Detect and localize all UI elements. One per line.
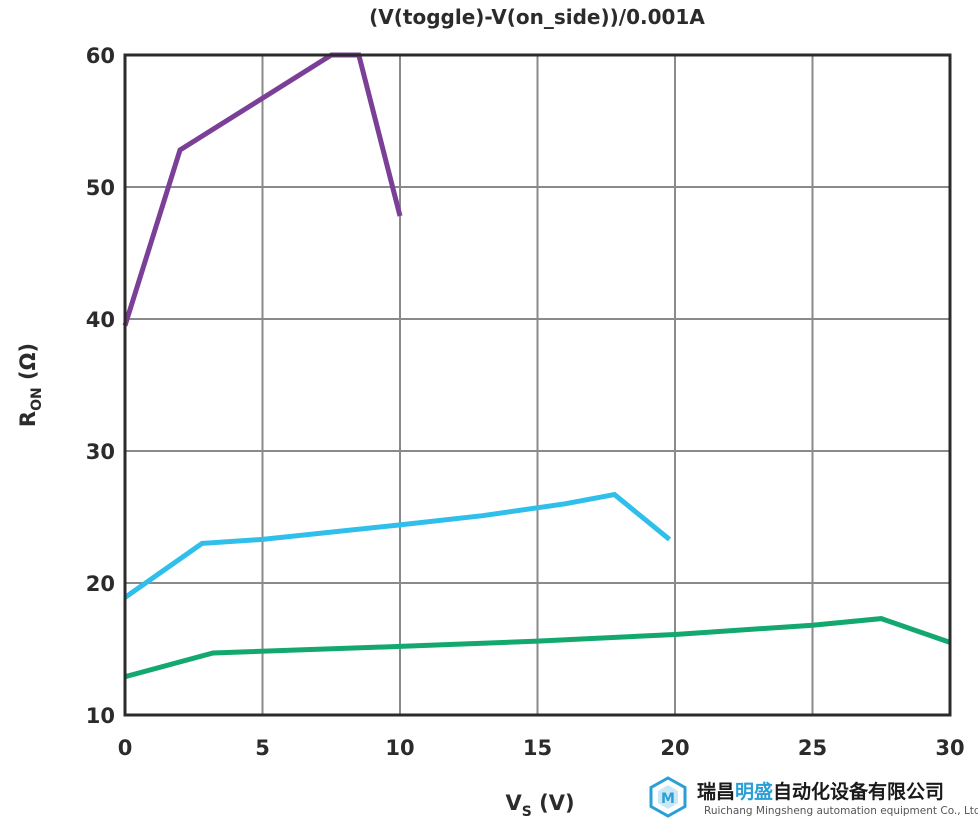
x-tick-label: 10 (385, 736, 414, 760)
y-axis-label: RON (Ω) (16, 343, 45, 427)
chart-title: (V(toggle)-V(on_side))/0.001A (369, 5, 705, 29)
x-tick-label: 20 (660, 736, 689, 760)
watermark: M 瑞昌明盛自动化设备有限公司 Ruichang Mingsheng autom… (649, 776, 978, 818)
series-line-2 (123, 491, 672, 600)
grid (125, 55, 950, 715)
plot-frame (123, 53, 952, 717)
x-tick-label: 15 (523, 736, 552, 760)
y-tick-labels: 10 20 30 40 50 60 (86, 44, 115, 728)
x-tick-labels: 0 5 10 15 20 25 30 (118, 736, 965, 760)
x-tick-label: 5 (255, 736, 270, 760)
x-axis-label: VS (V) (505, 791, 574, 820)
x-tick-label: 30 (935, 736, 964, 760)
company-logo-icon: M (649, 776, 687, 818)
y-tick-label: 10 (86, 704, 115, 728)
y-tick-label: 60 (86, 44, 115, 68)
y-tick-label: 50 (86, 176, 115, 200)
y-tick-label: 40 (86, 308, 115, 332)
watermark-company-en: Ruichang Mingsheng automation equipment … (704, 805, 978, 817)
watermark-company-cn: 瑞昌明盛自动化设备有限公司 (697, 780, 944, 803)
svg-text:M: M (661, 791, 675, 807)
series-line-3 (124, 616, 951, 680)
y-tick-label: 20 (86, 572, 115, 596)
x-tick-label: 0 (118, 736, 133, 760)
y-tick-label: 30 (86, 440, 115, 464)
x-tick-label: 25 (798, 736, 827, 760)
